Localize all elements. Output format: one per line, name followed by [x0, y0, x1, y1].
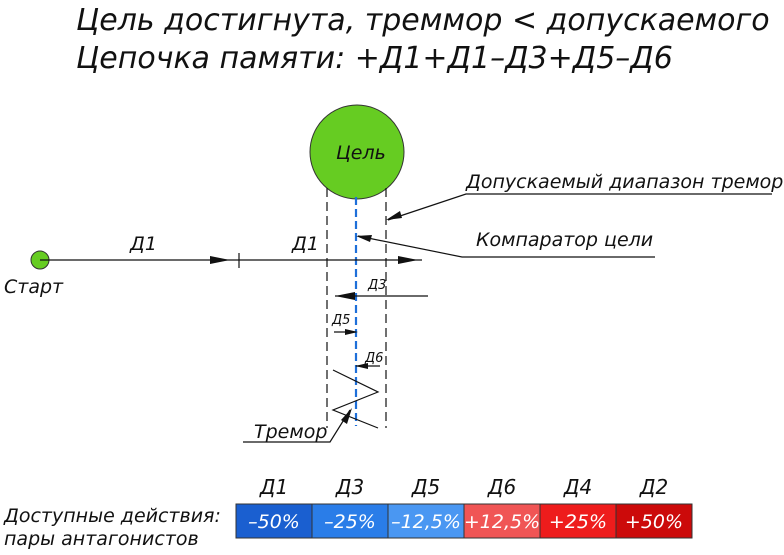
action-value-0: –50% [248, 511, 300, 533]
d5-label: Д5 [331, 313, 350, 328]
d3-label: Д3 [367, 278, 386, 293]
action-cell-5 [615, 503, 693, 539]
title-line-1: Цель достигнута, треммор < допускаемого [76, 3, 770, 38]
tolerance-pointer [387, 193, 772, 221]
action-name-5: Д2 [639, 475, 668, 499]
d1-second-label: Д1 [291, 233, 319, 255]
action-value-1: –25% [324, 511, 376, 533]
action-cell-0 [235, 503, 313, 539]
title-line-2: Цепочка памяти: +Д1+Д1–Д3+Д5–Д6 [76, 41, 673, 76]
actions-label-line-2: пары антагонистов [4, 528, 199, 550]
action-value-3: +12,5% [464, 511, 540, 533]
action-value-2: –12,5% [391, 511, 461, 533]
d1-first-label: Д1 [129, 233, 157, 255]
action-name-1: Д3 [335, 475, 364, 499]
d1-second-arrowhead [398, 256, 418, 264]
d6-label: Д6 [364, 351, 383, 366]
d1-first-arrowhead [210, 256, 230, 264]
actions-label-line-1: Доступные действия: [3, 505, 221, 527]
comparator-pointer [357, 235, 655, 258]
action-cells: Д1 –50% Д3 –25% Д5 –12,5% Д6 +12,5% Д4 +25% Д2 +50% [235, 475, 693, 539]
tremor-zigzag [331, 369, 380, 429]
d3-arrowhead [335, 292, 355, 300]
comparator-label: Компаратор цели [476, 229, 653, 251]
tremor-label: Тремор [254, 421, 327, 443]
start-label: Старт [4, 276, 64, 298]
d5-arrowhead [345, 329, 358, 335]
action-cell-2 [387, 503, 465, 539]
tolerance-arrowhead [386, 211, 402, 220]
comparator-arrowhead [356, 235, 372, 242]
action-value-4: +25% [549, 511, 607, 533]
action-name-4: Д4 [563, 475, 592, 499]
action-name-3: Д6 [487, 475, 516, 499]
target-label: Цель [336, 142, 386, 164]
action-cell-1 [311, 503, 389, 539]
action-name-0: Д1 [259, 475, 288, 499]
action-name-2: Д5 [411, 475, 440, 499]
action-value-5: +50% [625, 511, 683, 533]
tremor-arrowhead [341, 408, 352, 424]
tolerance-label: Допускаемый диапазон тремора [465, 171, 784, 193]
d6-arrowhead [355, 363, 368, 369]
action-cell-4 [539, 503, 617, 539]
action-cell-3 [463, 503, 541, 539]
